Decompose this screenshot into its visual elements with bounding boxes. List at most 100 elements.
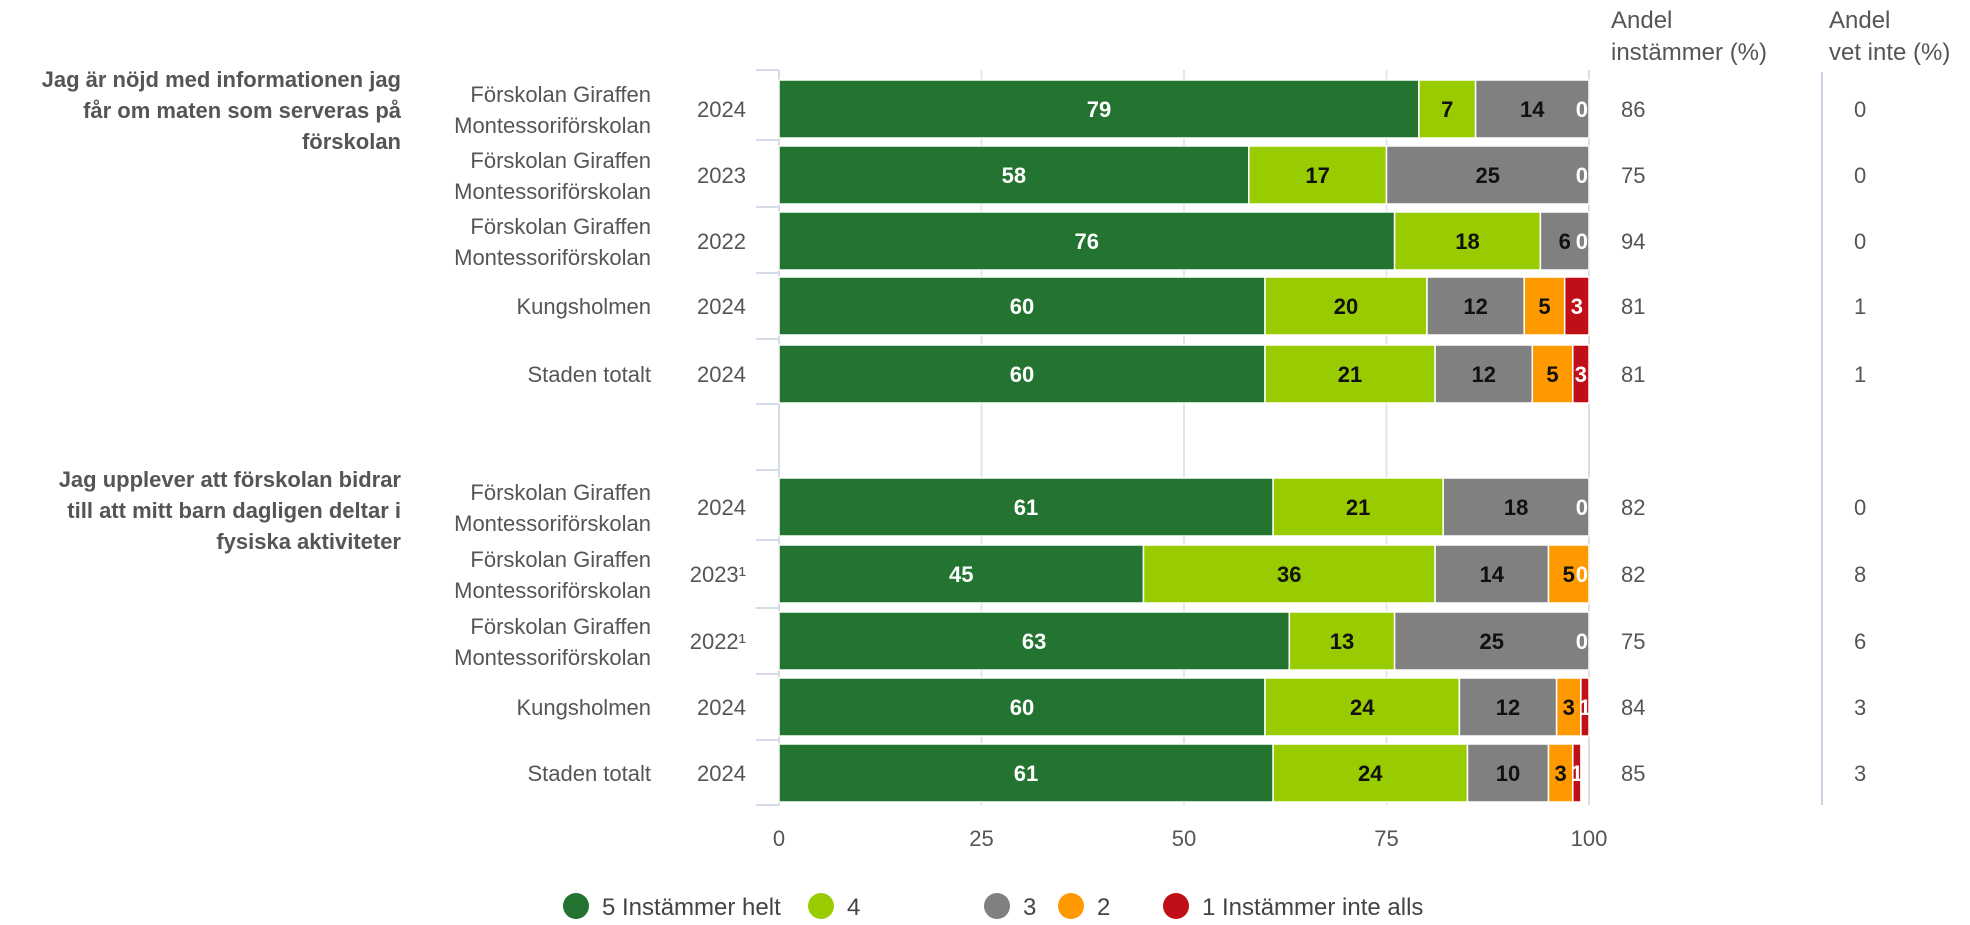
year-label: 2022¹ [690,629,746,654]
data-label: 3 [1571,294,1583,319]
data-label: 1 [1571,761,1583,786]
data-label-zero: 0 [1576,163,1588,188]
bar-segment [1531,344,1574,404]
bar-segment [1272,477,1444,537]
andel-instammer-value: 81 [1621,294,1645,319]
x-tick-label: 25 [969,826,993,851]
data-label: 1 [1579,695,1591,720]
bar-segment [778,79,1420,139]
x-tick-label: 50 [1172,826,1196,851]
bar-segment [1555,677,1582,737]
legend-label: 2 [1097,894,1110,921]
data-label: 20 [1334,294,1358,319]
andel-instammer-value: 82 [1621,495,1645,520]
andel-instammer-value: 75 [1621,163,1645,188]
andel-instammer-value: 84 [1621,695,1645,720]
andel-instammer-value: 94 [1621,229,1645,254]
unit-label-line: Förskolan Giraffen [470,614,651,639]
unit-label-line: Förskolan Giraffen [470,82,651,107]
andel-vet-inte-value: 1 [1854,294,1866,319]
question-line: Jag är nöjd med informationen jag [42,67,401,92]
data-label: 61 [1014,761,1038,786]
bar-segment [1580,677,1590,737]
data-label: 21 [1338,362,1362,387]
bar-segment [1442,477,1590,537]
data-label: 60 [1010,362,1034,387]
data-label: 36 [1277,562,1301,587]
data-label: 5 [1546,362,1558,387]
andel-vet-inte-value: 8 [1854,562,1866,587]
header-andel-vet-inte: Andel vet inte (%) [1829,7,1950,66]
unit-label: Förskolan Giraffen Montessoriförskolan [454,614,651,670]
bar-segment [1288,611,1396,671]
question-label: Jag upplever att förskolan bidrar till at… [59,467,402,554]
question-line: Jag upplever att förskolan bidrar [59,467,402,492]
legend-label: 1 Instämmer inte alls [1202,894,1423,921]
andel-vet-inte-value: 1 [1854,362,1866,387]
header-andel-instammer-line: instämmer (%) [1611,39,1767,66]
data-label-zero: 0 [1576,229,1588,254]
data-label: 61 [1014,495,1038,520]
data-label: 7 [1441,97,1453,122]
header-andel-vet-inte-line: Andel [1829,7,1890,34]
legend-marker [1163,893,1189,919]
year-label: 2024 [697,294,746,319]
data-label: 21 [1346,495,1370,520]
andel-instammer-value: 81 [1621,362,1645,387]
data-label-zero: 0 [1576,97,1588,122]
unit-label-line: Montessoriförskolan [454,511,651,536]
legend-marker [808,893,834,919]
legend-marker [1058,893,1084,919]
legend-label: 4 [847,894,860,921]
unit-label: Kungsholmen [516,294,651,319]
bar-segment [1264,344,1436,404]
year-label: 2023 [697,163,746,188]
unit-label-line: Förskolan Giraffen [470,547,651,572]
data-label: 25 [1476,163,1500,188]
data-label: 25 [1480,629,1504,654]
data-label: 3 [1575,362,1587,387]
bar-segment [1385,145,1590,205]
bars: 79 7 14 058 17 25 076 18 6 060 20 12 5 360 21 12 5 361 21 1… [778,79,1591,803]
bar-segment [778,145,1250,205]
unit-label: Förskolan Giraffen Montessoriförskolan [454,480,651,536]
bar-segment [1563,276,1590,336]
unit-label-line: Montessoriförskolan [454,179,651,204]
data-label: 3 [1563,695,1575,720]
data-label: 24 [1358,761,1383,786]
year-label: 2023¹ [690,562,746,587]
unit-label-line: Montessoriförskolan [454,578,651,603]
x-axis: 0 25 50 75 100 [773,826,1607,851]
data-label: 5 [1563,562,1575,587]
x-tick-label: 0 [773,826,785,851]
bar-segment [778,276,1266,336]
andel-vet-inte-value: 0 [1854,97,1866,122]
bar-segment [1418,79,1477,139]
question-label: Jag är nöjd med informationen jag får om … [42,67,402,154]
year-label: 2022 [697,229,746,254]
andel-vet-inte-value: 3 [1854,695,1866,720]
question-line: får om maten som serveras på [83,98,402,123]
year-label: 2024 [697,362,746,387]
andel-instammer-value: 86 [1621,97,1645,122]
unit-label: Förskolan Giraffen Montessoriförskolan [454,148,651,204]
question-line: till att mitt barn dagligen deltar i [67,498,401,523]
year-label: 2024 [697,97,746,122]
row-labels: Jag är nöjd med informationen jag får om … [42,67,746,786]
data-label: 14 [1520,97,1545,122]
andel-vet-inte-value: 3 [1854,761,1866,786]
andel-vet-inte-value: 0 [1854,163,1866,188]
bar-segment [1393,611,1590,671]
data-label-zero: 0 [1576,629,1588,654]
unit-label: Kungsholmen [516,695,651,720]
unit-label: Förskolan Giraffen Montessoriförskolan [454,547,651,603]
data-label: 6 [1559,229,1571,254]
andel-vet-inte-value: 6 [1854,629,1866,654]
legend-marker [984,893,1010,919]
data-label: 17 [1305,163,1329,188]
unit-label-line: Montessoriförskolan [454,245,651,270]
question-line: fysiska aktiviteter [216,529,401,554]
year-label: 2024 [697,761,746,786]
data-label: 18 [1455,229,1479,254]
